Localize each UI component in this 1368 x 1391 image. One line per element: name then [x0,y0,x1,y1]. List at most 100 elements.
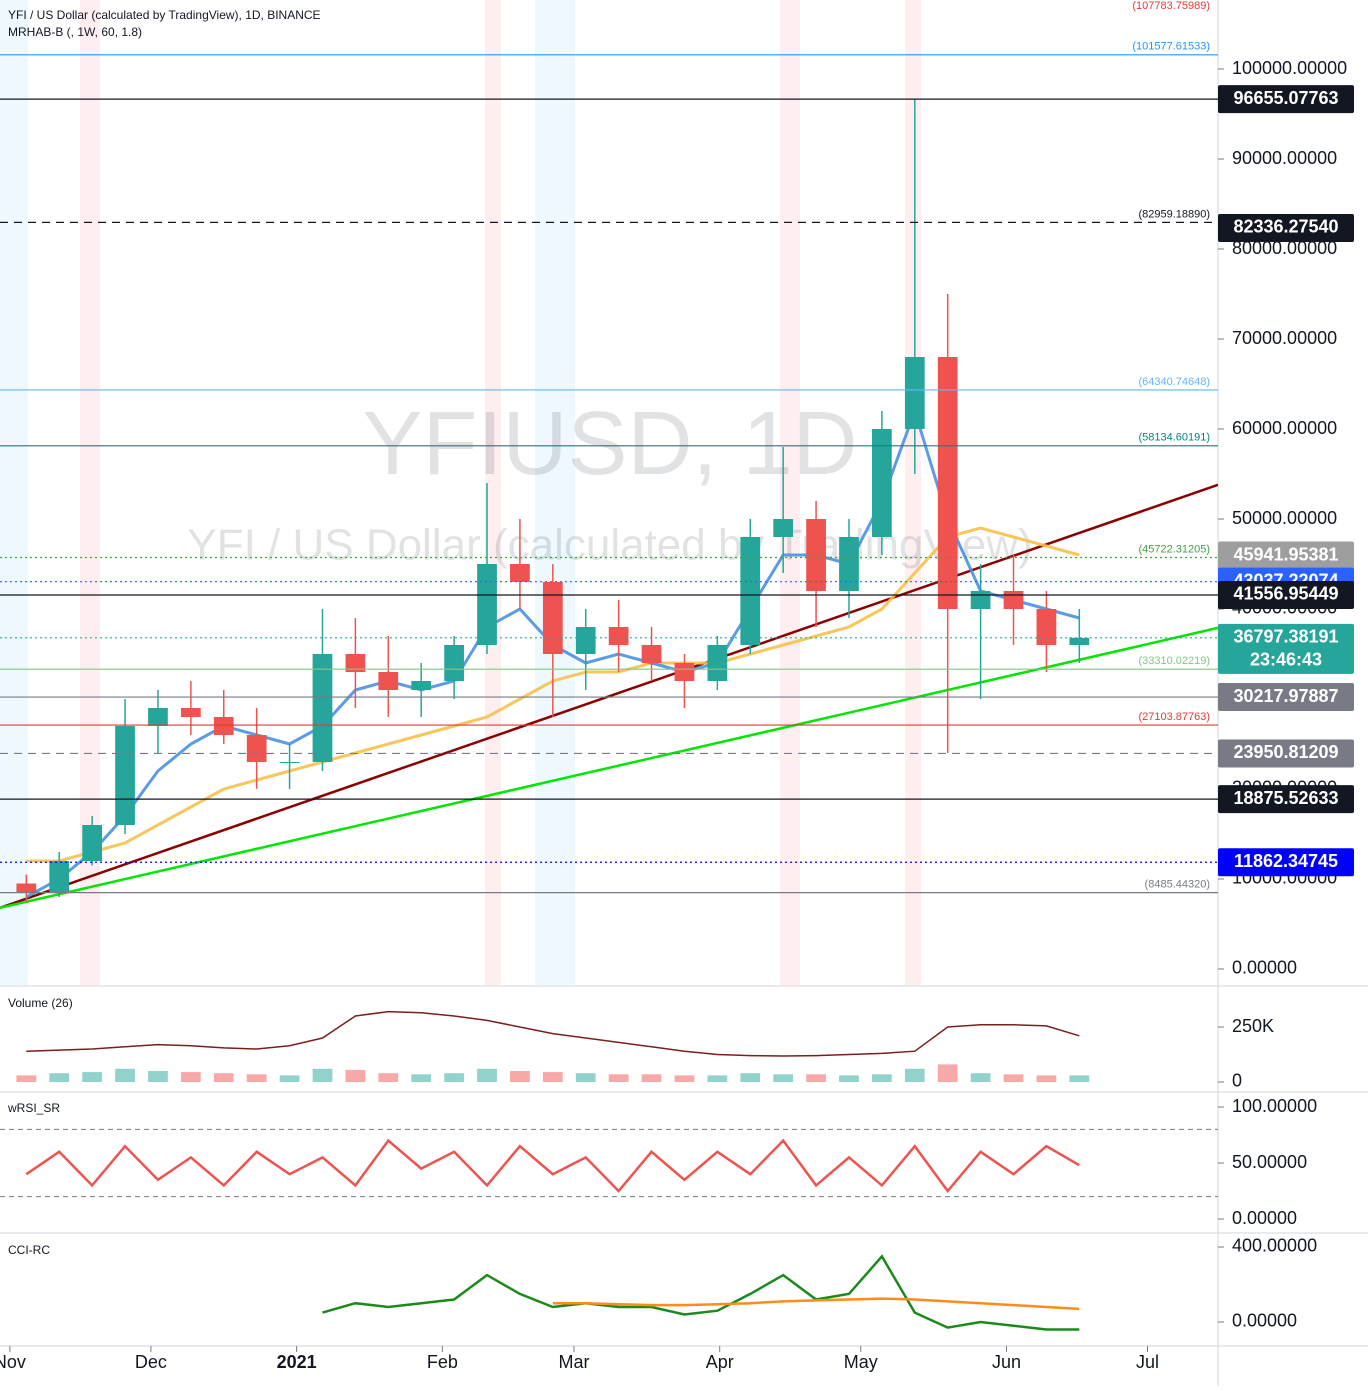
x-tick-label: Mar [558,1352,589,1372]
candle-body [279,761,300,763]
candle-body [1003,591,1024,609]
price-label-box [1218,683,1354,712]
x-tick-label: 2021 [277,1352,317,1372]
x-tick-label: Jun [992,1352,1021,1372]
y-tick-label: 50.00000 [1232,1152,1307,1172]
candle-body [740,537,761,645]
y-tick-label: 400.00000 [1232,1236,1317,1256]
volume-bar [213,1073,234,1082]
y-tick-label: 0.00000 [1232,1311,1297,1331]
volume-bar [608,1074,629,1082]
price-label: 18875.52633 [1233,788,1338,808]
session-stripe [535,0,575,985]
price-label-box [1218,580,1354,609]
price-label: 23950.81209 [1233,742,1338,762]
price-label: 96655.07763 [1233,88,1338,108]
candle-body [49,860,70,893]
candle-body [16,883,37,893]
volume-bar [575,1073,596,1082]
x-tick-label: May [844,1352,878,1372]
candle-body [773,519,794,538]
price-label-box [1218,213,1354,242]
y-tick-label: 60000.00000 [1232,418,1337,438]
level-label: (64340.74648) [1138,376,1210,388]
x-tick-label: Apr [706,1352,734,1372]
volume-bar [246,1074,267,1082]
volume-bar [937,1064,958,1082]
volume-bar [148,1071,168,1082]
candle-body [1069,637,1090,645]
watermark-subtitle: YFI / US Dollar (calculated by TradingVi… [187,521,1032,570]
price-label-box [1218,739,1354,768]
candle-body [542,582,563,654]
volume-bar [773,1074,794,1082]
volume-bar [180,1072,201,1082]
volume-bar [477,1068,497,1082]
volume-bar [1003,1074,1024,1082]
y-tick-label: 250K [1232,1016,1274,1036]
price-pane [0,54,1218,910]
pane-title: wRSI_SR [7,1101,60,1115]
volume-bar [115,1068,135,1082]
pane-title: Volume (26) [8,996,73,1010]
price-label-box [1218,785,1354,814]
candle-body [937,357,958,609]
symbol-title: YFI / US Dollar (calculated by TradingVi… [8,8,321,22]
y-tick-label: 100000.00000 [1232,58,1347,78]
level-label: (82959.18890) [1138,208,1210,220]
candle-body [575,626,596,654]
volume-pane [16,1010,1090,1082]
session-stripe [905,0,921,985]
line-pane [322,1254,1080,1331]
volume-bar [872,1074,892,1082]
x-tick-label: Jul [1136,1352,1159,1372]
indicator-line [322,1254,1080,1331]
price-label: 82336.27540 [1233,217,1338,237]
volume-bar [345,1069,366,1082]
volume-bar [806,1074,826,1082]
session-stripe [0,0,28,985]
candle-body [378,671,399,690]
volume-bar [707,1075,728,1082]
x-tick-label: Nov [0,1352,26,1372]
y-tick-label: 70000.00000 [1232,328,1337,348]
candle-body [872,429,892,538]
level-label: (45722.31205) [1138,543,1210,555]
candle-body [411,680,432,690]
y-tick-label: 50000.00000 [1232,508,1337,528]
candle-body [312,653,333,762]
candle-body [180,707,201,717]
line-pane [0,1128,1218,1198]
candle-body [82,824,103,861]
candle-body [444,644,464,681]
volume-bar [444,1073,464,1082]
trendline [0,626,1218,910]
price-label-box [1218,623,1354,674]
candle-body [641,644,662,663]
candle-body [1036,608,1057,645]
x-tick-label: Dec [135,1352,167,1372]
volume-bar [82,1072,103,1082]
candle-body [148,707,168,726]
y-tick-label: 80000.00000 [1232,238,1337,258]
level-label: (33310.02219) [1138,655,1210,667]
candle-body [904,357,925,430]
price-label: 30217.97887 [1233,686,1338,706]
volume-bar [839,1075,859,1082]
volume-bar [641,1074,662,1082]
y-tick-label: 90000.00000 [1232,148,1337,168]
volume-bar [312,1068,333,1082]
candle-body [806,519,826,591]
y-tick-label: 0.00000 [1232,958,1297,978]
volume-bar [542,1072,563,1082]
session-stripe [780,0,800,985]
volume-bar [740,1073,761,1082]
level-label: (107783.75989) [1132,0,1210,12]
volume-bar [904,1068,925,1082]
y-tick-label: 0 [1232,1071,1242,1091]
indicator-title: MRHAB-B (, 1W, 60, 1.8) [8,25,142,39]
candle-body [345,653,366,672]
candle-body [674,662,695,681]
volume-bar [378,1073,399,1082]
volume-bar [49,1073,70,1082]
